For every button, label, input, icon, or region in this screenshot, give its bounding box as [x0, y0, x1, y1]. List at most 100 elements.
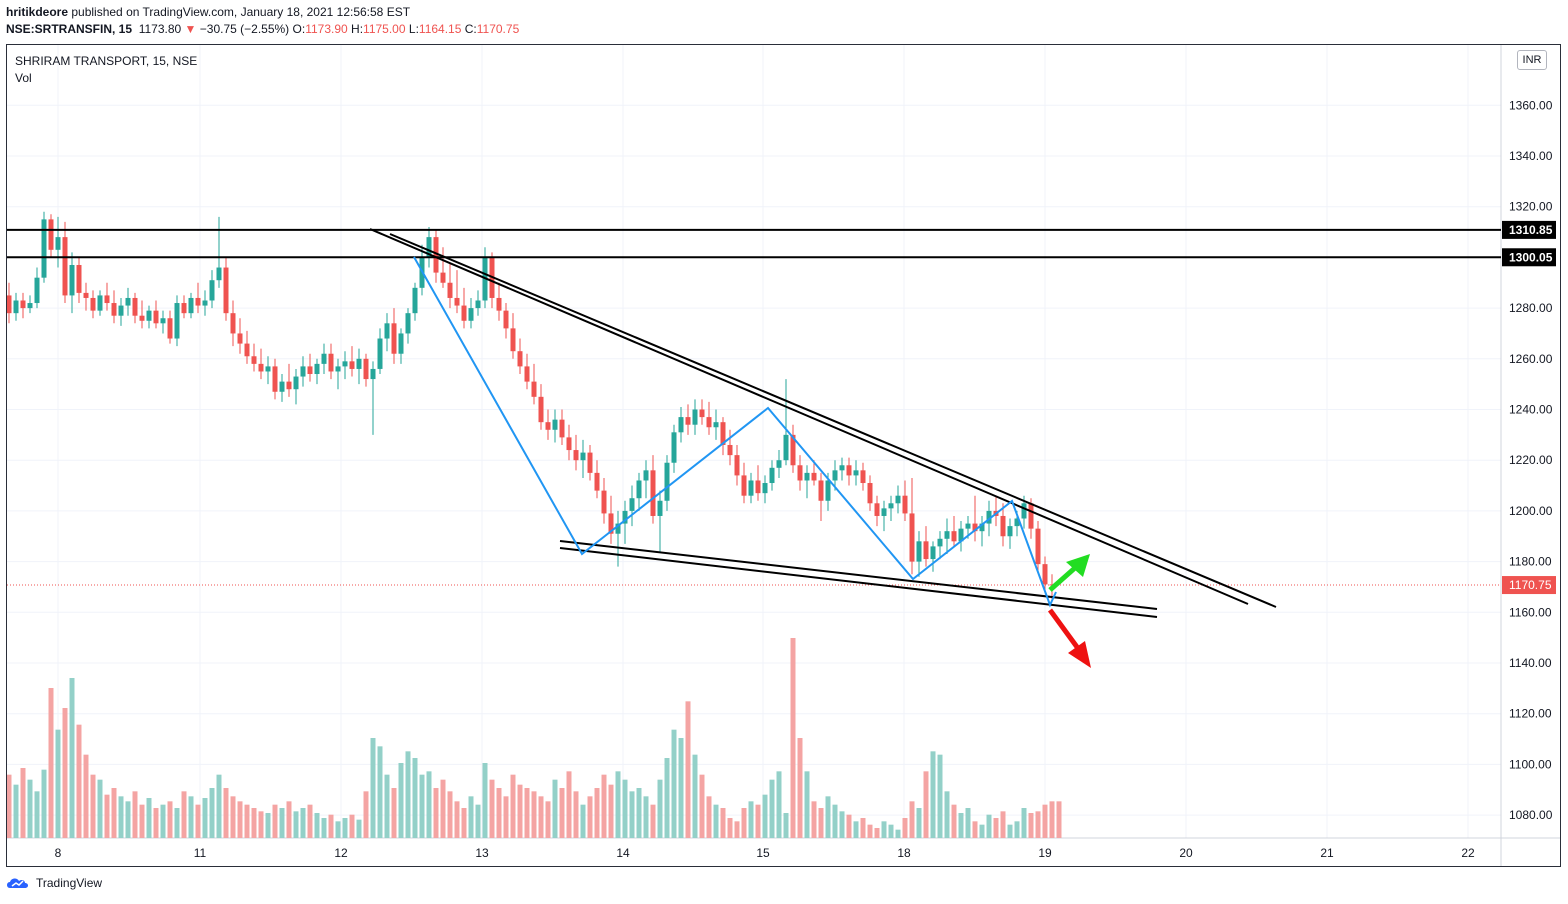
up-arrow-icon[interactable]	[1048, 565, 1078, 592]
volume-bar	[181, 791, 187, 838]
price-tick-label: 1140.00	[1509, 656, 1552, 670]
volume-bar	[237, 801, 243, 838]
volume-bar	[951, 804, 957, 838]
price-tick-label: 1340.00	[1509, 149, 1553, 163]
candle-body	[510, 328, 516, 352]
candle-body	[979, 523, 985, 532]
volume-bar	[433, 788, 439, 838]
volume-bar	[916, 808, 922, 838]
close-value: 1170.75	[476, 22, 520, 36]
trendline[interactable]	[559, 547, 1158, 618]
candle-body	[6, 295, 12, 314]
candle-body	[41, 219, 47, 278]
down-arrow-icon: ▼	[184, 22, 197, 36]
candle-body	[860, 470, 866, 484]
time-tick-label: 11	[194, 846, 207, 860]
candle-body	[55, 237, 61, 250]
candle-body	[1007, 526, 1013, 537]
volume-bar	[97, 779, 103, 838]
candle-body	[797, 465, 803, 481]
trendline[interactable]	[369, 228, 1249, 605]
candle-body	[790, 434, 796, 466]
price-tick-label: 1100.00	[1509, 757, 1552, 771]
volume-bar	[825, 796, 831, 838]
candle-body	[622, 510, 628, 524]
candle-body	[503, 310, 509, 329]
candle-body	[986, 510, 992, 524]
volume-bar	[265, 813, 271, 838]
candle-body	[1042, 564, 1048, 585]
volume-bar	[321, 818, 327, 838]
candle-body	[76, 265, 82, 293]
candle-body	[825, 480, 831, 501]
volume-bar	[1028, 813, 1034, 838]
candle-body	[734, 455, 740, 476]
candle-body	[342, 361, 348, 367]
candle-body	[167, 318, 173, 339]
currency-button[interactable]: INR	[1517, 50, 1547, 70]
candle-body	[398, 333, 404, 354]
volume-bar	[251, 808, 257, 838]
candle-body	[545, 422, 551, 430]
time-tick-label: 21	[1320, 846, 1334, 860]
candle-body	[594, 472, 600, 491]
volume-bar	[272, 804, 278, 838]
close-label: C:	[464, 22, 477, 36]
volume-bar	[783, 813, 789, 838]
candle-body	[636, 480, 642, 499]
volume-bar	[881, 821, 887, 838]
candle-body	[426, 237, 432, 258]
volume-bar	[174, 808, 180, 838]
candle-body	[300, 366, 306, 377]
volume-bar	[1035, 811, 1041, 838]
trendline[interactable]	[389, 233, 1277, 608]
volume-bar	[1049, 801, 1055, 838]
tradingview-logo[interactable]: TradingView	[6, 876, 102, 890]
candle-body	[293, 376, 299, 390]
volume-bar	[559, 788, 565, 838]
volume-bar	[986, 814, 992, 838]
volume-bar	[167, 801, 173, 838]
candle-body	[181, 303, 187, 314]
price-tick-label: 1280.00	[1509, 301, 1553, 315]
volume-bar	[734, 821, 740, 838]
volume-bar	[48, 688, 54, 838]
price-tick-label: 1080.00	[1509, 808, 1553, 822]
volume-bar	[741, 808, 747, 838]
candle-body	[118, 305, 124, 316]
volume-bar	[979, 824, 985, 838]
candle-body	[216, 267, 222, 281]
candle-body	[153, 310, 159, 324]
publish-info: hritikdeore published on TradingView.com…	[6, 5, 410, 19]
candle-body	[321, 353, 327, 364]
volume-bar	[90, 774, 96, 838]
candle-body	[335, 366, 341, 372]
volume-bar	[139, 804, 145, 838]
volume-bar	[524, 788, 530, 838]
price-tick-label: 1160.00	[1509, 605, 1552, 619]
volume-bar	[643, 796, 649, 838]
volume-bar	[804, 771, 810, 838]
symbol-label[interactable]: NSE:SRTRANSFIN, 15	[6, 22, 133, 36]
author-name[interactable]: hritikdeore	[6, 5, 69, 19]
candle-body	[209, 280, 215, 301]
candle-body	[559, 419, 565, 438]
candle-body	[839, 465, 845, 471]
candle-body	[27, 303, 33, 309]
candle-body	[657, 500, 663, 516]
volume-bar	[468, 796, 474, 838]
volume-bar	[937, 754, 943, 838]
volume-bar	[335, 821, 341, 838]
volume-bar	[678, 738, 684, 838]
volume-bar	[888, 824, 894, 838]
down-arrow-icon[interactable]	[1047, 608, 1080, 649]
pattern-zigzag[interactable]	[413, 256, 1057, 608]
volume-bar	[860, 818, 866, 838]
volume-bar	[811, 801, 817, 838]
volume-bar	[496, 788, 502, 838]
volume-bar	[489, 779, 495, 838]
publish-text: published on TradingView.com, January 18…	[71, 5, 411, 19]
series-title: SHRIRAM TRANSPORT, 15, NSE	[15, 54, 198, 68]
trendline[interactable]	[559, 540, 1158, 610]
